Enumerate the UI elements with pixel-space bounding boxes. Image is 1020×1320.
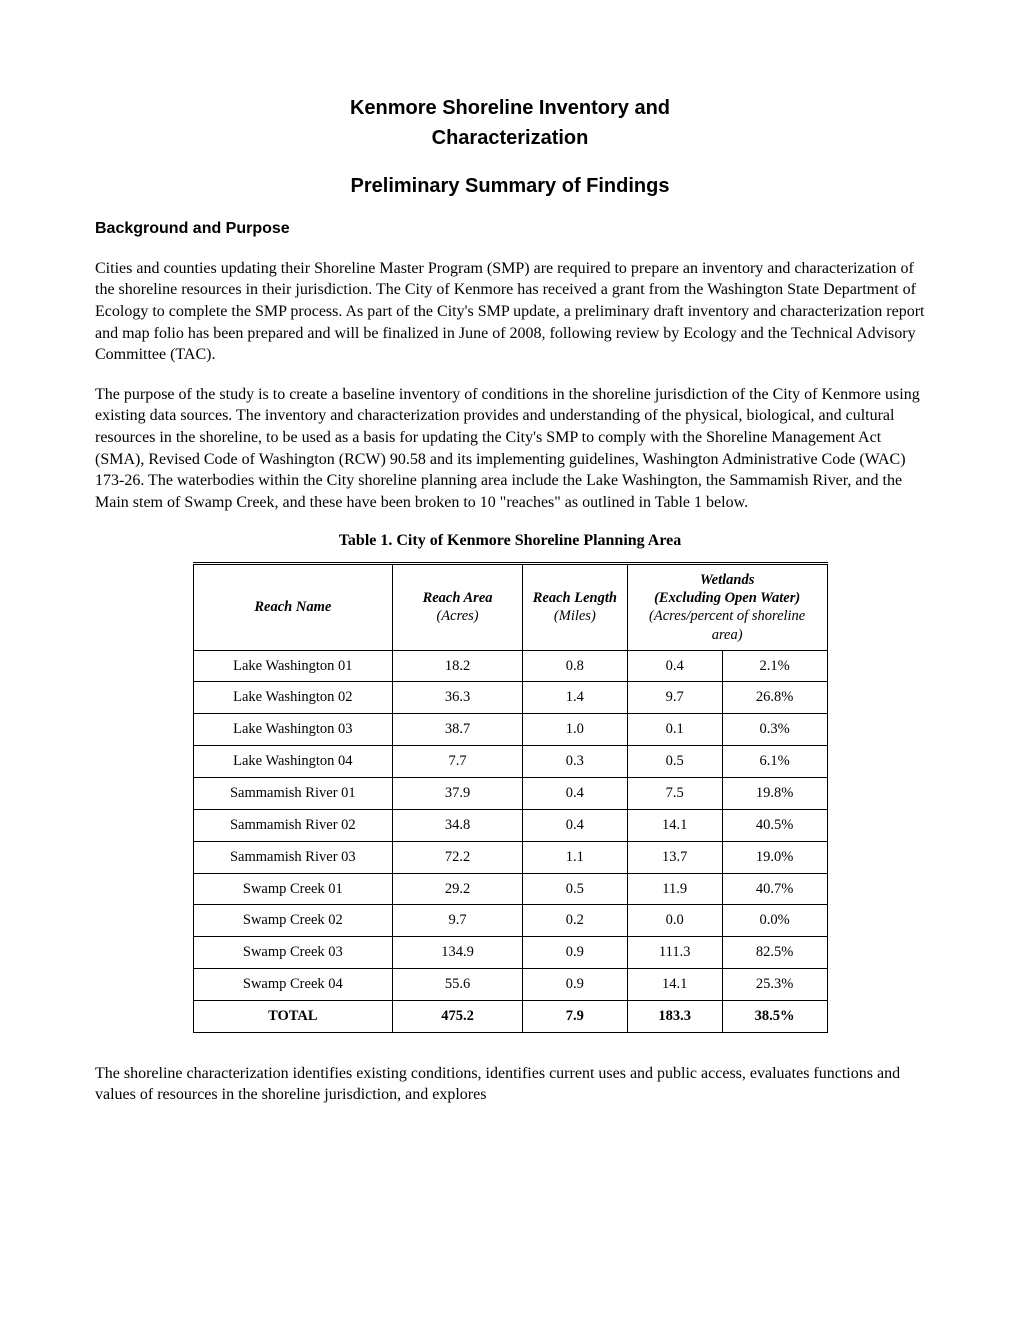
cell-reach-name: Lake Washington 01 xyxy=(193,650,393,682)
cell-wetlands-percent: 19.8% xyxy=(722,778,827,810)
cell-wetlands-acres: 11.9 xyxy=(627,873,722,905)
cell-wetlands-percent: 26.8% xyxy=(722,682,827,714)
cell-total-name: TOTAL xyxy=(193,1000,393,1032)
cell-wetlands-percent: 19.0% xyxy=(722,841,827,873)
table-row: Lake Washington 0236.31.49.726.8% xyxy=(193,682,827,714)
th-reach-area-sub: (Acres) xyxy=(436,608,478,624)
cell-reach-length: 0.3 xyxy=(522,746,627,778)
cell-reach-name: Lake Washington 02 xyxy=(193,682,393,714)
table-row: Swamp Creek 0455.60.914.125.3% xyxy=(193,969,827,1001)
cell-reach-length: 0.4 xyxy=(522,778,627,810)
cell-reach-length: 0.5 xyxy=(522,873,627,905)
cell-wetlands-percent: 40.7% xyxy=(722,873,827,905)
cell-wetlands-acres: 14.1 xyxy=(627,809,722,841)
cell-reach-area: 38.7 xyxy=(393,714,523,746)
cell-reach-length: 0.9 xyxy=(522,937,627,969)
cell-reach-length: 1.0 xyxy=(522,714,627,746)
cell-wetlands-acres: 0.1 xyxy=(627,714,722,746)
table-row: Sammamish River 0137.90.47.519.8% xyxy=(193,778,827,810)
cell-reach-area: 134.9 xyxy=(393,937,523,969)
cell-reach-length: 1.1 xyxy=(522,841,627,873)
cell-reach-name: Swamp Creek 03 xyxy=(193,937,393,969)
cell-reach-name: Sammamish River 01 xyxy=(193,778,393,810)
table-title: Table 1. City of Kenmore Shoreline Plann… xyxy=(95,531,925,552)
table-row: Lake Washington 0118.20.80.42.1% xyxy=(193,650,827,682)
paragraph-2: The purpose of the study is to create a … xyxy=(95,384,925,514)
cell-wetlands-acres: 9.7 xyxy=(627,682,722,714)
table-row: Lake Washington 0338.71.00.10.3% xyxy=(193,714,827,746)
shoreline-planning-table: Reach Name Reach Area (Acres) Reach Leng… xyxy=(193,562,828,1033)
table-row: Sammamish River 0372.21.113.719.0% xyxy=(193,841,827,873)
cell-reach-length: 0.4 xyxy=(522,809,627,841)
cell-reach-area: 29.2 xyxy=(393,873,523,905)
cell-wetlands-acres: 13.7 xyxy=(627,841,722,873)
cell-total-area: 475.2 xyxy=(393,1000,523,1032)
cell-reach-name: Sammamish River 03 xyxy=(193,841,393,873)
cell-reach-area: 37.9 xyxy=(393,778,523,810)
cell-total-length: 7.9 xyxy=(522,1000,627,1032)
table-row: Swamp Creek 029.70.20.00.0% xyxy=(193,905,827,937)
cell-reach-area: 72.2 xyxy=(393,841,523,873)
th-reach-length: Reach Length (Miles) xyxy=(522,564,627,651)
cell-wetlands-acres: 14.1 xyxy=(627,969,722,1001)
paragraph-3: The shoreline characterization identifie… xyxy=(95,1063,925,1106)
cell-reach-area: 55.6 xyxy=(393,969,523,1001)
cell-reach-area: 36.3 xyxy=(393,682,523,714)
th-wetlands-l1: Wetlands xyxy=(700,572,755,588)
cell-wetlands-percent: 6.1% xyxy=(722,746,827,778)
cell-reach-name: Sammamish River 02 xyxy=(193,809,393,841)
cell-wetlands-percent: 25.3% xyxy=(722,969,827,1001)
cell-wetlands-acres: 0.5 xyxy=(627,746,722,778)
table-row: Lake Washington 047.70.30.56.1% xyxy=(193,746,827,778)
cell-total-wetlands-percent: 38.5% xyxy=(722,1000,827,1032)
cell-wetlands-percent: 2.1% xyxy=(722,650,827,682)
document-subtitle: Preliminary Summary of Findings xyxy=(95,173,925,199)
cell-wetlands-percent: 0.0% xyxy=(722,905,827,937)
cell-wetlands-acres: 0.4 xyxy=(627,650,722,682)
section-heading-background: Background and Purpose xyxy=(95,219,925,240)
th-reach-name: Reach Name xyxy=(193,564,393,651)
table-row: Swamp Creek 03134.90.9111.382.5% xyxy=(193,937,827,969)
cell-total-wetlands-acres: 183.3 xyxy=(627,1000,722,1032)
cell-reach-name: Lake Washington 03 xyxy=(193,714,393,746)
cell-reach-area: 7.7 xyxy=(393,746,523,778)
cell-reach-name: Swamp Creek 04 xyxy=(193,969,393,1001)
th-reach-length-main: Reach Length xyxy=(533,590,617,606)
th-wetlands: Wetlands (Excluding Open Water) (Acres/p… xyxy=(627,564,827,651)
cell-reach-area: 34.8 xyxy=(393,809,523,841)
cell-wetlands-acres: 111.3 xyxy=(627,937,722,969)
cell-wetlands-percent: 82.5% xyxy=(722,937,827,969)
cell-reach-name: Swamp Creek 01 xyxy=(193,873,393,905)
table-row: Sammamish River 0234.80.414.140.5% xyxy=(193,809,827,841)
table-row: Swamp Creek 0129.20.511.940.7% xyxy=(193,873,827,905)
cell-wetlands-percent: 0.3% xyxy=(722,714,827,746)
th-wetlands-sub: (Acres/percent of shoreline area) xyxy=(649,608,805,642)
cell-reach-name: Lake Washington 04 xyxy=(193,746,393,778)
th-reach-area: Reach Area (Acres) xyxy=(393,564,523,651)
cell-wetlands-acres: 0.0 xyxy=(627,905,722,937)
cell-reach-length: 1.4 xyxy=(522,682,627,714)
cell-wetlands-percent: 40.5% xyxy=(722,809,827,841)
document-title-line-1: Kenmore Shoreline Inventory and xyxy=(95,95,925,121)
cell-reach-length: 0.8 xyxy=(522,650,627,682)
cell-reach-length: 0.9 xyxy=(522,969,627,1001)
cell-reach-area: 18.2 xyxy=(393,650,523,682)
cell-wetlands-acres: 7.5 xyxy=(627,778,722,810)
th-reach-length-sub: (Miles) xyxy=(554,608,596,624)
document-title-line-2: Characterization xyxy=(95,125,925,151)
th-wetlands-l2: (Excluding Open Water) xyxy=(654,590,800,606)
cell-reach-name: Swamp Creek 02 xyxy=(193,905,393,937)
cell-reach-area: 9.7 xyxy=(393,905,523,937)
paragraph-1: Cities and counties updating their Shore… xyxy=(95,258,925,366)
th-reach-area-main: Reach Area xyxy=(423,590,493,606)
cell-reach-length: 0.2 xyxy=(522,905,627,937)
table-row-total: TOTAL475.27.9183.338.5% xyxy=(193,1000,827,1032)
